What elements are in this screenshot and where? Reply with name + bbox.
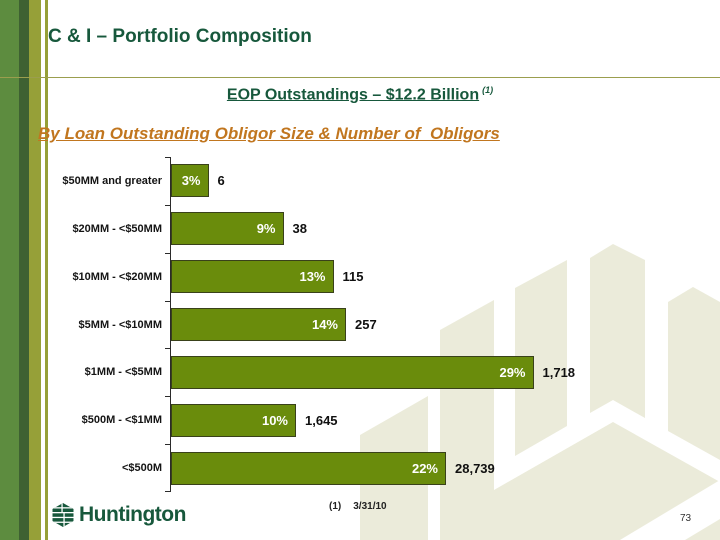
- category-label: $1MM - <$5MM: [84, 366, 162, 379]
- footnote-marker: (1): [329, 501, 342, 512]
- bar: 14%: [171, 307, 346, 341]
- bar: 3%: [171, 164, 209, 198]
- category-label: $500M - <$1MM: [81, 414, 162, 427]
- chart-row: $10MM - <$20MM 13% 115: [0, 253, 580, 301]
- chart-subtitle: EOP Outstandings – $12.2 Billion (1): [90, 85, 630, 104]
- bar: 29%: [171, 355, 534, 389]
- page-number: 73: [680, 513, 692, 524]
- bar-percent-label: 9%: [256, 221, 276, 237]
- axis-tick: [165, 491, 170, 492]
- category-label: $10MM - <$20MM: [72, 270, 162, 283]
- footnote: (1) 3/31/10: [329, 501, 387, 512]
- edge-stripe-olive-thin: [45, 0, 48, 540]
- bar-percent-label: 3%: [181, 173, 201, 189]
- category-label: $5MM - <$10MM: [78, 318, 162, 331]
- chart-row: $500M - <$1MM 10% 1,645: [0, 396, 580, 444]
- axis-tick: [165, 252, 170, 254]
- bar-percent-label: 10%: [261, 412, 288, 428]
- bar: 13%: [171, 260, 334, 294]
- bar-percent-label: 22%: [411, 460, 438, 476]
- edge-stripe-green: [0, 0, 19, 540]
- bar-count-label: 38: [292, 221, 307, 237]
- bar: 22%: [171, 451, 446, 485]
- chart-row: $1MM - <$5MM 29% 1,718: [0, 348, 580, 396]
- axis-tick: [165, 157, 170, 158]
- edge-stripe-dark-green: [19, 0, 29, 540]
- logo-wordmark: Huntington: [79, 503, 186, 526]
- chart-y-axis: [170, 157, 171, 492]
- chart-subtitle-text: EOP Outstandings – $12.2 Billion: [226, 86, 480, 104]
- footnote-date: 3/31/10: [353, 501, 387, 512]
- category-label: <$500M: [121, 462, 162, 475]
- bar-percent-label: 14%: [311, 316, 338, 332]
- axis-tick: [165, 396, 170, 398]
- category-label: $50MM and greater: [62, 174, 162, 187]
- header-divider: [0, 77, 720, 78]
- category-label: $20MM - <$50MM: [72, 222, 162, 235]
- bar-count-label: 257: [355, 317, 377, 332]
- axis-tick: [165, 444, 170, 446]
- bar-percent-label: 13%: [299, 269, 326, 285]
- bar-count-label: 1,645: [305, 412, 338, 428]
- chart-row: <$500M 22% 28,739: [0, 444, 580, 492]
- section-heading: By Loan Outstanding Obligor Size & Numbe…: [38, 124, 500, 143]
- huntington-logo: Huntington: [52, 503, 186, 527]
- bar-count-label: 28,739: [455, 460, 495, 476]
- axis-tick: [165, 204, 170, 206]
- axis-tick: [165, 300, 170, 302]
- huntington-hexagon-icon: [52, 503, 74, 527]
- bar: 10%: [171, 403, 296, 437]
- chart-row: $5MM - <$10MM 14% 257: [0, 301, 580, 349]
- bar-chart: $50MM and greater 3% 6 $20MM - <$50MM 9% 38 $1…: [0, 157, 580, 492]
- bar-percent-label: 29%: [499, 364, 526, 380]
- bar-count-label: 115: [342, 269, 364, 285]
- axis-tick: [165, 348, 170, 350]
- bar-count-label: 1,718: [542, 364, 576, 380]
- chart-row: $50MM and greater 3% 6: [0, 157, 580, 205]
- bar-count-label: 6: [217, 173, 225, 189]
- slide-title: C & I – Portfolio Composition: [48, 26, 312, 47]
- edge-stripe-olive: [29, 0, 41, 540]
- chart-row: $20MM - <$50MM 9% 38: [0, 205, 580, 253]
- bar: 9%: [171, 212, 284, 246]
- huntington-watermark-logo: [360, 244, 720, 540]
- subtitle-footnote-marker: (1): [482, 85, 494, 95]
